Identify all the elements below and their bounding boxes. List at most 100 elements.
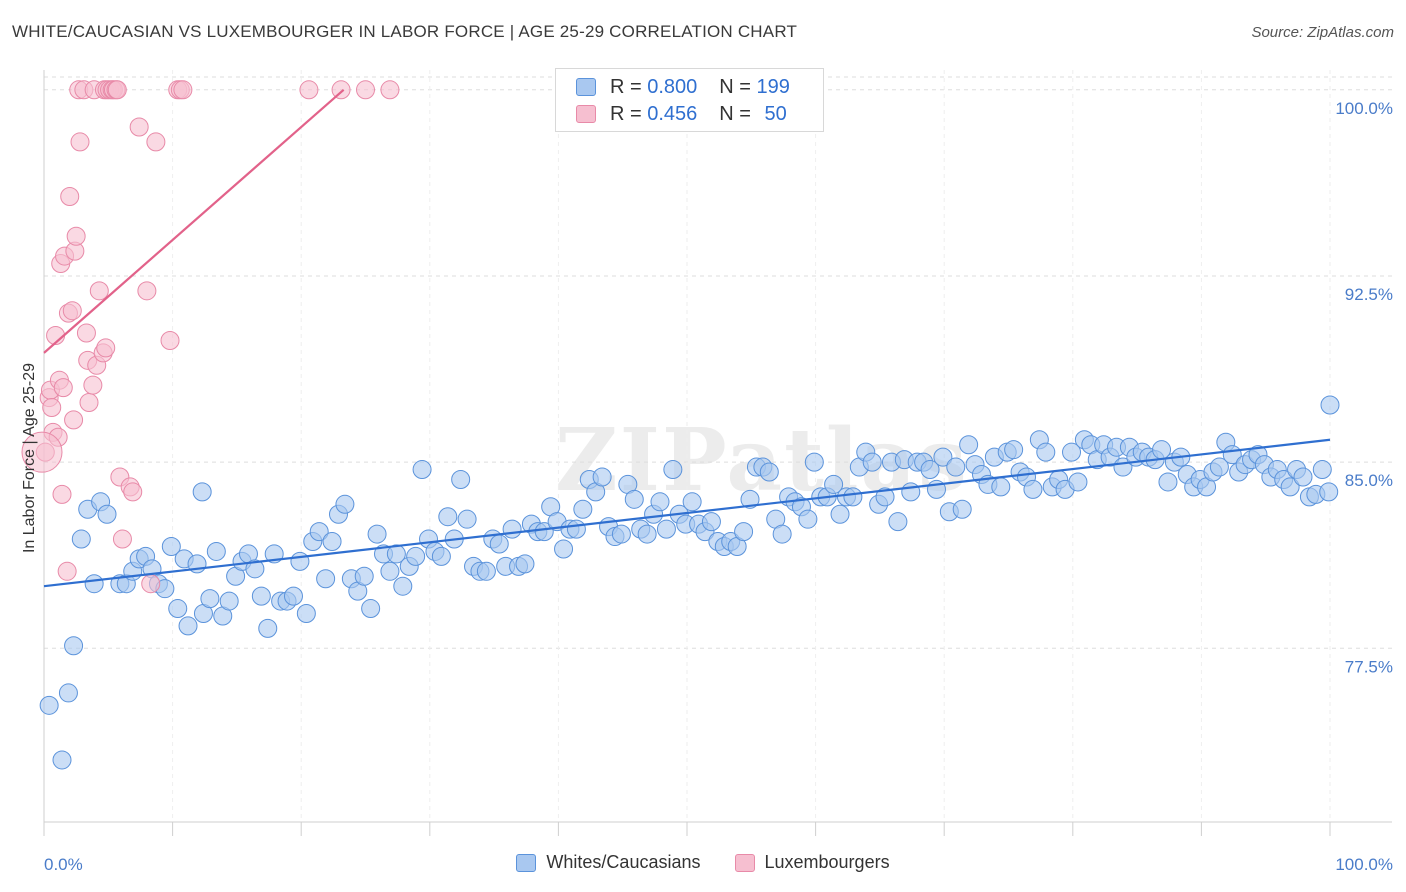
- whites-point: [1319, 482, 1339, 502]
- whites-point: [502, 519, 522, 539]
- luxembourger-point-large: [21, 431, 63, 473]
- whites-point: [1068, 472, 1088, 492]
- luxembourger-point: [83, 375, 103, 395]
- whites-point: [656, 519, 676, 539]
- legend-row-whites: R = 0.800 N = 199: [576, 74, 790, 100]
- legend-item-luxembourgers[interactable]: Luxembourgers: [734, 852, 890, 873]
- whites-point: [84, 574, 104, 594]
- luxembourger-point: [160, 330, 180, 350]
- whites-point: [296, 604, 316, 624]
- legend-row-luxembourgers: R = 0.456 N = 50: [576, 101, 787, 127]
- legend-r-label: R =: [610, 102, 642, 125]
- legend-swatch-blue: [516, 853, 537, 872]
- legend-swatch-blue: [576, 78, 596, 96]
- whites-point: [740, 489, 760, 509]
- whites-point: [573, 499, 593, 519]
- whites-point: [219, 591, 239, 611]
- whites-trend-line: [43, 438, 1331, 588]
- whites-point: [1036, 442, 1056, 462]
- whites-point: [946, 457, 966, 477]
- luxembourger-trend-line: [43, 88, 345, 354]
- stats-legend: R = 0.800 N = 199 R = 0.456 N = 50: [555, 68, 824, 132]
- whites-point: [245, 559, 265, 579]
- luxembourger-point: [89, 281, 109, 301]
- whites-point: [759, 462, 779, 482]
- luxembourger-point: [299, 80, 319, 100]
- luxembourger-point: [66, 226, 86, 246]
- legend-swatch-pink: [734, 853, 755, 872]
- whites-point: [393, 576, 413, 596]
- legend-n-label: N =: [719, 102, 751, 125]
- whites-point: [959, 435, 979, 455]
- whites-point: [258, 618, 278, 638]
- luxembourger-point: [52, 484, 72, 504]
- luxembourger-point: [60, 187, 80, 207]
- whites-point: [97, 504, 117, 524]
- whites-point: [168, 599, 188, 619]
- luxembourger-point: [380, 80, 400, 100]
- whites-point: [290, 551, 310, 571]
- whites-point: [1004, 440, 1024, 460]
- whites-point: [734, 522, 754, 542]
- luxembourger-point: [62, 301, 82, 321]
- y-axis-title: In Labor Force | Age 25-29: [21, 363, 38, 553]
- whites-point: [251, 586, 271, 606]
- whites-point: [335, 494, 355, 514]
- whites-point: [380, 561, 400, 581]
- whites-point: [361, 599, 381, 619]
- whites-point: [354, 566, 374, 586]
- whites-point: [283, 586, 303, 606]
- luxembourger-point: [70, 132, 90, 152]
- whites-point: [52, 750, 72, 770]
- legend-item-whites[interactable]: Whites/Caucasians: [516, 852, 701, 873]
- whites-point: [920, 460, 940, 480]
- legend-swatch-pink: [576, 105, 596, 123]
- whites-point: [412, 460, 432, 480]
- luxembourger-point: [42, 397, 62, 417]
- whites-point: [1158, 472, 1178, 492]
- luxembourger-point: [146, 132, 166, 152]
- whites-point: [701, 512, 721, 532]
- y-tick-label: 92.5%: [1345, 285, 1393, 304]
- whites-point: [1320, 395, 1340, 415]
- whites-point: [862, 452, 882, 472]
- whites-point: [322, 532, 342, 552]
- whites-point: [386, 544, 406, 564]
- whites-point: [554, 539, 574, 559]
- whites-point: [206, 541, 226, 561]
- tick-labels: 77.5% 85.0% 92.5% 100.0% 0.0% 100.0%: [44, 99, 1393, 874]
- x-tick-label: 0.0%: [44, 855, 83, 874]
- luxembourger-point: [173, 80, 193, 100]
- whites-point: [515, 554, 535, 574]
- source-label: Source: ZipAtlas.com: [1251, 24, 1394, 41]
- whites-point: [406, 546, 426, 566]
- chart-title: WHITE/CAUCASIAN VS LUXEMBOURGER IN LABOR…: [12, 22, 798, 41]
- whites-point: [1023, 479, 1043, 499]
- luxembourger-point: [123, 482, 143, 502]
- whites-point: [888, 512, 908, 532]
- whites-point: [901, 482, 921, 502]
- whites-point: [650, 492, 670, 512]
- whites-point: [1209, 457, 1229, 477]
- whites-point: [952, 499, 972, 519]
- legend-r-value: 0.800: [647, 75, 698, 98]
- luxembourger-point: [141, 574, 161, 594]
- luxembourger-point: [356, 80, 375, 100]
- whites-point: [824, 474, 844, 494]
- series-legend: Whites/Caucasians Luxembourgers: [0, 852, 1406, 873]
- luxembourger-points: [21, 80, 400, 594]
- whites-point: [431, 546, 451, 566]
- luxembourger-point: [137, 281, 157, 301]
- whites-point: [476, 561, 496, 581]
- whites-point: [534, 522, 554, 542]
- whites-point: [200, 589, 220, 609]
- whites-point: [309, 522, 329, 542]
- whites-point: [161, 536, 181, 556]
- whites-point: [39, 695, 59, 715]
- whites-point: [438, 507, 458, 527]
- y-tick-label: 100.0%: [1335, 99, 1393, 118]
- whites-point: [830, 504, 850, 524]
- luxembourger-point: [107, 80, 127, 100]
- x-tick-label: 100.0%: [1335, 855, 1393, 874]
- whites-point: [457, 509, 477, 529]
